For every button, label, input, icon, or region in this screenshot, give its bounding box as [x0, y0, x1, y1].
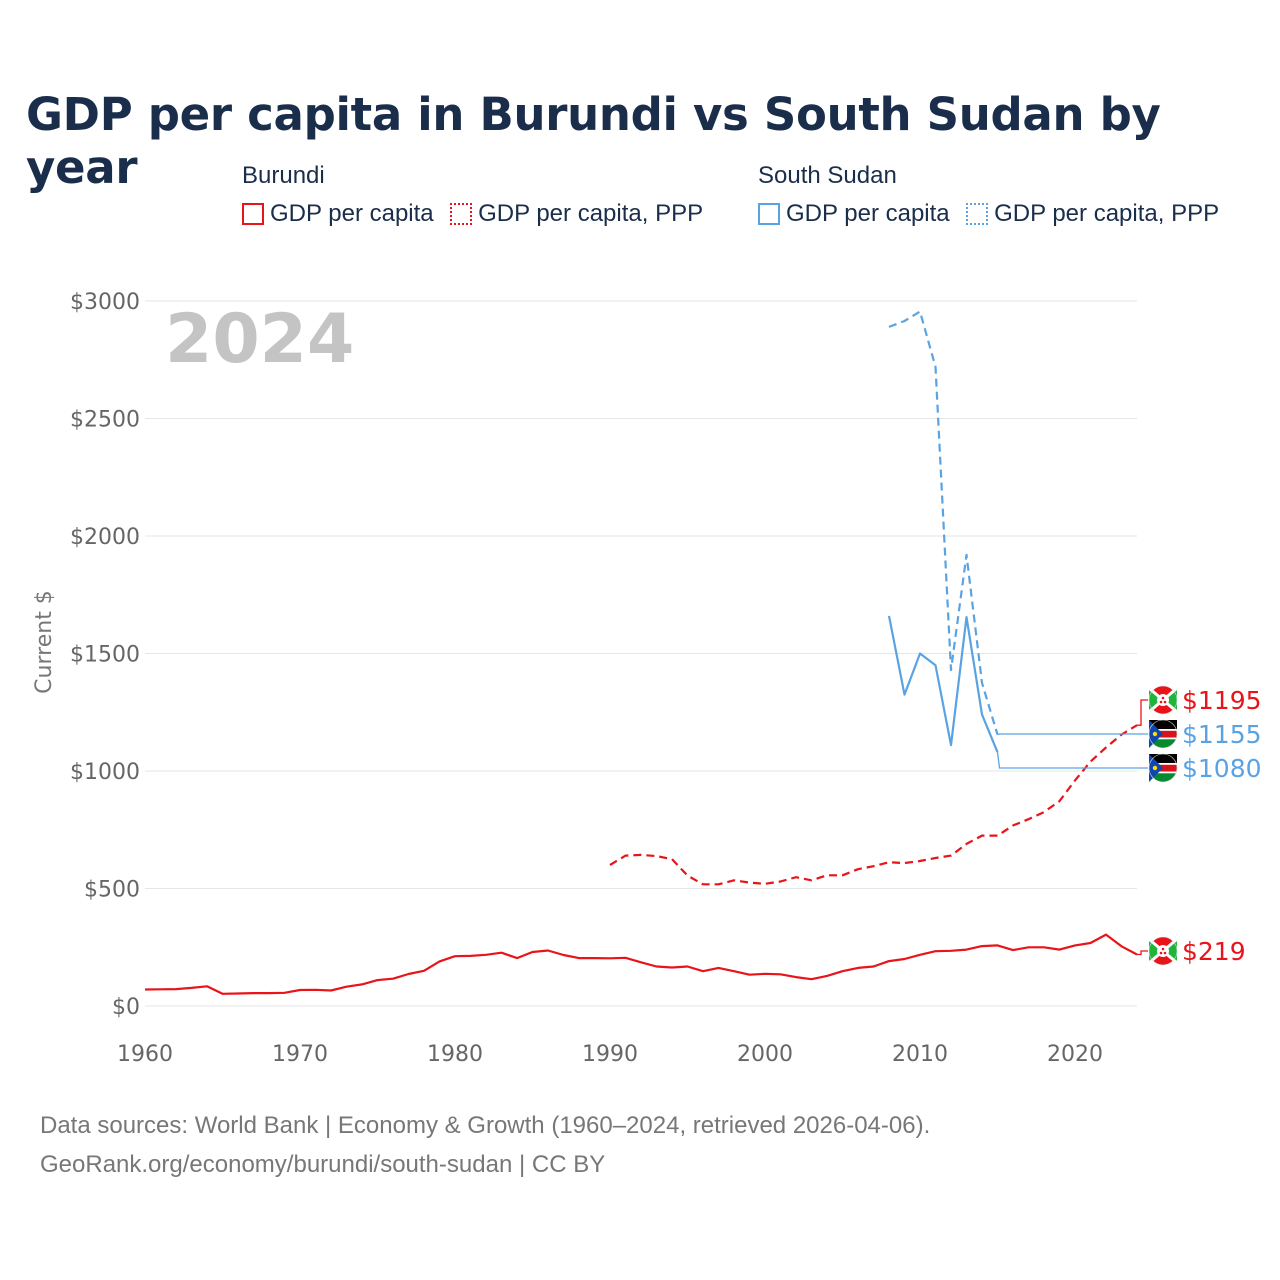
flag-star — [1163, 700, 1167, 704]
x-tick-label: 1970 — [272, 1042, 328, 1067]
end-label-connector — [996, 752, 1148, 769]
x-tick-label: 1980 — [427, 1042, 483, 1067]
flag-white-stripe — [1149, 729, 1177, 731]
flag-center-disc — [1157, 694, 1169, 706]
legend-swatch-dotted — [966, 203, 989, 225]
y-tick-label: $2500 — [70, 408, 140, 433]
legend-swatch-solid — [758, 203, 780, 225]
flag-outline — [1148, 719, 1178, 749]
footer: Data sources: World Bank | Economy & Gro… — [40, 1106, 930, 1184]
end-value-label: $1080 — [1182, 754, 1262, 783]
legend-swatch-solid — [242, 203, 264, 225]
south-sudan-flag-icon — [1148, 719, 1178, 749]
legend-item-south-sudan-gdp[interactable]: GDP per capita — [758, 200, 950, 228]
legend-group-title: South Sudan — [758, 162, 897, 189]
y-tick-label: $500 — [84, 878, 140, 903]
flag-star — [1152, 765, 1158, 771]
flag-center-disc — [1157, 945, 1169, 957]
legend-swatch-dotted — [450, 203, 473, 225]
flag-outline — [1148, 685, 1178, 715]
series-line-burundi-gdp-per-capita-ppp — [609, 724, 1138, 886]
legend-label: GDP per capita — [786, 200, 950, 227]
y-tick-label: $3000 — [70, 290, 140, 315]
series-line-burundi-gdp-per-capita — [144, 933, 1138, 995]
flag-star — [1163, 951, 1167, 955]
end-value-label: $1155 — [1182, 720, 1262, 749]
end-label-connector — [997, 733, 1148, 736]
x-tick-label: 2010 — [892, 1042, 948, 1067]
burundi-flag-icon — [1148, 685, 1178, 715]
end-labels: $219 $1195 $1080 $1155 — [996, 685, 1262, 966]
source-url: GeoRank.org/economy/burundi/south-sudan … — [40, 1151, 606, 1178]
y-tick-label: $0 — [112, 995, 140, 1020]
x-tick-label: 2020 — [1047, 1042, 1103, 1067]
end-label-connector — [1137, 699, 1148, 726]
end-value-label: $1195 — [1182, 686, 1262, 715]
chart-title: GDP per capita in Burundi vs South Sudan… — [26, 88, 1161, 194]
flag-star — [1152, 731, 1158, 737]
legend-label: GDP per capita — [270, 200, 434, 227]
legend-label: GDP per capita, PPP — [994, 200, 1220, 227]
flag-white-stripe — [1149, 737, 1177, 740]
legend-label: GDP per capita, PPP — [478, 200, 704, 227]
x-tick-label: 1960 — [117, 1042, 173, 1067]
flag-star — [1161, 696, 1165, 700]
gridlines — [145, 300, 1137, 1007]
series-line-south-sudan-gdp-per-capita — [887, 615, 999, 753]
end-label-connector — [1137, 950, 1148, 956]
flag-black-band — [1149, 754, 1177, 764]
y-tick-label: $2000 — [70, 525, 140, 550]
legend-group-south-sudan: South Sudan GDP per capita GDP per capit… — [758, 162, 1231, 230]
flag-star — [1159, 700, 1163, 704]
year-watermark: 2024 — [165, 300, 354, 379]
flag-white-stripe — [1149, 763, 1177, 765]
legend-item-burundi-gdp[interactable]: GDP per capita — [242, 200, 434, 228]
flag-outline — [1148, 936, 1178, 966]
flag-star — [1161, 947, 1165, 951]
flag-green-left — [1149, 690, 1163, 710]
south-sudan-flag-icon — [1148, 753, 1178, 783]
flag-green-right — [1163, 690, 1177, 710]
x-tick-label: 2000 — [737, 1042, 793, 1067]
series-line-south-sudan-gdp-per-capita-ppp — [888, 310, 999, 735]
legend-group-burundi: Burundi GDP per capita GDP per capita, P… — [242, 162, 715, 230]
y-tick-label: $1500 — [70, 643, 140, 668]
axes: $0 $500 $1000 $1500 $2000 $2500 $3000 1960 1970 1… — [32, 290, 1103, 1067]
flag-star — [1159, 951, 1163, 955]
flag-outline — [1148, 753, 1178, 783]
flag-black-band — [1149, 720, 1177, 730]
legend-item-south-sudan-gdp-ppp[interactable]: GDP per capita, PPP — [966, 200, 1219, 228]
legend-item-burundi-gdp-ppp[interactable]: GDP per capita, PPP — [450, 200, 703, 228]
flag-green-left — [1149, 941, 1163, 961]
source-note: Data sources: World Bank | Economy & Gro… — [40, 1112, 931, 1139]
end-value-label: $219 — [1182, 937, 1246, 966]
x-tick-label: 1990 — [582, 1042, 638, 1067]
series-lines — [144, 310, 1138, 995]
burundi-flag-icon — [1148, 936, 1178, 966]
y-tick-label: $1000 — [70, 760, 140, 785]
legend-group-title: Burundi — [242, 162, 325, 189]
flag-green-right — [1163, 941, 1177, 961]
y-axis-label: Current $ — [32, 590, 57, 694]
flag-white-stripe — [1149, 771, 1177, 774]
